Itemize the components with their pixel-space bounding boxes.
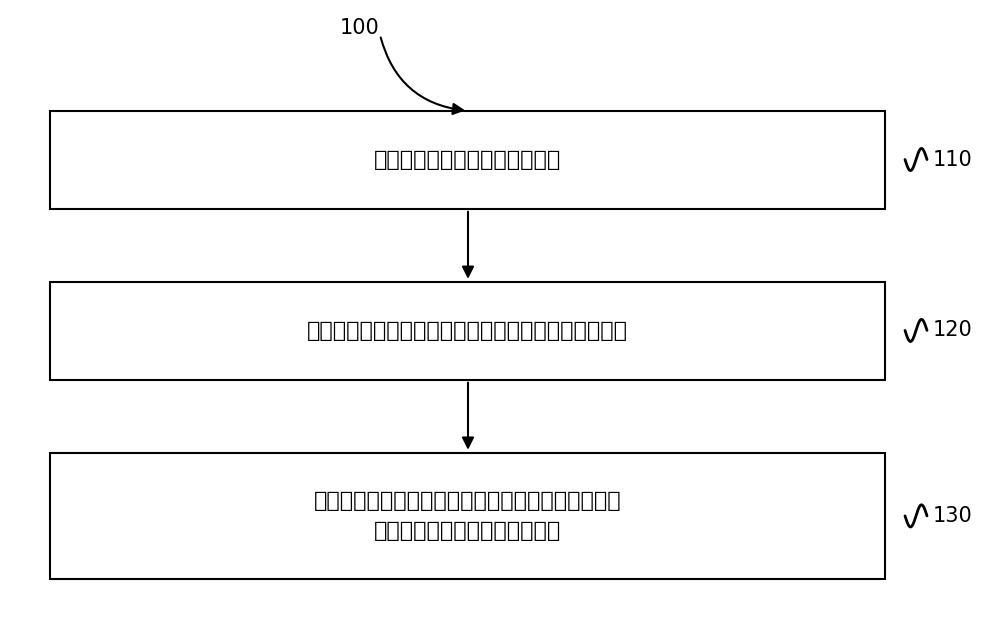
Bar [50,111,885,209]
Bar [50,453,885,579]
Text: 获取上线的蓝牙设备的注册信息: 获取上线的蓝牙设备的注册信息 [374,150,561,170]
Text: 100: 100 [340,18,380,39]
Text: 110: 110 [933,149,973,170]
Text: 120: 120 [933,320,973,341]
Bar [50,282,885,380]
Text: 130: 130 [933,506,973,526]
Text: 根据所述蓝牙设备对应的工作队列，分配对应的线程
以控制所述蓝牙设备的数据传输: 根据所述蓝牙设备对应的工作队列，分配对应的线程 以控制所述蓝牙设备的数据传输 [314,491,621,541]
Text: 根据所述注册信息将所述蓝牙设备加入对应的工作队列: 根据所述注册信息将所述蓝牙设备加入对应的工作队列 [307,321,628,341]
